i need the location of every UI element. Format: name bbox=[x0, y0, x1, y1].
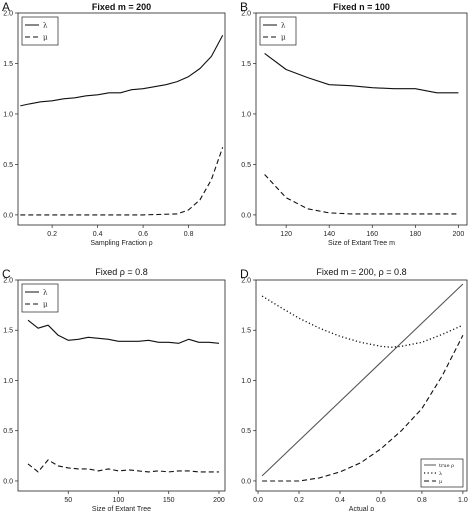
y-tick-label: 0.0 bbox=[241, 212, 251, 219]
series-line-1 bbox=[261, 295, 464, 348]
x-axis-label: Size of Extant Tree m bbox=[328, 240, 395, 247]
x-tick-label: 50 bbox=[64, 497, 72, 504]
y-tick-label: 2.0 bbox=[241, 11, 251, 18]
legend: λμ bbox=[21, 283, 59, 313]
legend: λμ bbox=[259, 16, 297, 46]
legend-label: λ bbox=[439, 471, 443, 477]
y-tick-label: 0.5 bbox=[241, 428, 251, 435]
series-line-2 bbox=[262, 335, 464, 482]
series-line-1 bbox=[20, 147, 224, 216]
x-tick-label: 0.6 bbox=[138, 231, 148, 238]
legend-label: λ bbox=[281, 22, 286, 30]
y-tick-label: 1.5 bbox=[241, 61, 251, 68]
x-tick-label: 160 bbox=[366, 231, 378, 238]
legend: λμ bbox=[21, 16, 59, 46]
legend-label: μ bbox=[281, 34, 286, 42]
y-tick-label: 1.0 bbox=[241, 111, 251, 118]
y-tick-label: 0.5 bbox=[3, 162, 13, 169]
legend-label: μ bbox=[43, 34, 48, 42]
plot-frame bbox=[255, 12, 468, 226]
y-tick-label: 1.5 bbox=[3, 328, 13, 335]
legend-label: true ρ bbox=[439, 463, 454, 469]
legend-box bbox=[21, 283, 59, 313]
x-tick-label: 0.8 bbox=[184, 231, 194, 238]
panel-letter: A bbox=[2, 0, 10, 14]
x-tick-label: 0.0 bbox=[253, 497, 263, 504]
panel-title: Fixed n = 100 bbox=[333, 2, 390, 12]
series-line-0 bbox=[27, 319, 220, 344]
y-tick-label: 1.5 bbox=[3, 61, 13, 68]
x-tick-label: 120 bbox=[280, 231, 292, 238]
y-tick-label: 2.0 bbox=[241, 278, 251, 285]
legend-box bbox=[21, 16, 59, 46]
x-tick-label: 0.6 bbox=[376, 497, 386, 504]
panel-a: A Fixed m = 200 0.0 0.5 1.0 1.5 2.0 0.2 0.4 0.6 0.… bbox=[2, 0, 226, 247]
x-tick-label: 140 bbox=[323, 231, 335, 238]
x-tick-label: 0.4 bbox=[93, 231, 103, 238]
x-axis-label: Sampling Fraction ρ bbox=[90, 240, 152, 247]
panel-letter: C bbox=[2, 267, 11, 281]
x-axis-label: Actual ρ bbox=[349, 506, 374, 511]
x-tick-label: 0.8 bbox=[417, 497, 427, 504]
x-tick-label: 200 bbox=[453, 231, 465, 238]
panel-b: B Fixed n = 100 0.0 0.5 1.0 1.5 2.0 120 140 160 18… bbox=[240, 0, 468, 247]
y-tick-label: 0.5 bbox=[241, 162, 251, 169]
x-tick-label: 180 bbox=[409, 231, 421, 238]
legend-label: μ bbox=[43, 301, 48, 309]
y-tick-label: 1.5 bbox=[241, 328, 251, 335]
y-tick-label: 2.0 bbox=[3, 278, 13, 285]
y-tick-label: 0.0 bbox=[3, 478, 13, 485]
legend-box bbox=[259, 16, 297, 46]
plot-frame bbox=[17, 12, 226, 226]
y-tick-label: 1.0 bbox=[241, 378, 251, 385]
legend-label: λ bbox=[43, 22, 48, 30]
y-tick-label: 2.0 bbox=[3, 11, 13, 18]
x-tick-label: 0.2 bbox=[294, 497, 304, 504]
panel-title: Fixed ρ = 0.8 bbox=[95, 267, 147, 277]
series-line-1 bbox=[264, 174, 459, 215]
y-tick-label: 1.0 bbox=[3, 378, 13, 385]
series-line-0 bbox=[264, 52, 459, 94]
y-tick-label: 0.0 bbox=[241, 478, 251, 485]
plot-frame bbox=[17, 279, 226, 492]
series-line-0 bbox=[261, 283, 464, 477]
panel-d: D Fixed m = 200, ρ = 0.8 0.0 0.5 1.0 1.5 2.0 0.… bbox=[240, 267, 468, 511]
x-tick-label: 200 bbox=[213, 497, 225, 504]
legend-label: μ bbox=[439, 479, 443, 485]
panel-letter: D bbox=[240, 267, 249, 281]
y-tick-label: 0.5 bbox=[3, 428, 13, 435]
series-line-0 bbox=[20, 34, 224, 107]
series-line-1 bbox=[27, 459, 219, 473]
x-tick-label: 0.2 bbox=[47, 231, 57, 238]
panel-letter: B bbox=[240, 0, 248, 14]
legend-label: λ bbox=[43, 289, 48, 297]
x-tick-label: 1.0 bbox=[458, 497, 468, 504]
plot-frame bbox=[255, 279, 468, 492]
legend: true ρ λμ bbox=[420, 458, 464, 488]
y-tick-label: 0.0 bbox=[3, 212, 13, 219]
panel-c: C Fixed ρ = 0.8 0.0 0.5 1.0 1.5 2.0 50 100 150 200… bbox=[2, 267, 226, 511]
panel-title: Fixed m = 200 bbox=[92, 2, 151, 12]
x-axis-label: Size of Extant Tree bbox=[92, 506, 151, 511]
x-tick-label: 150 bbox=[163, 497, 175, 504]
x-tick-label: 100 bbox=[113, 497, 125, 504]
panel-title: Fixed m = 200, ρ = 0.8 bbox=[316, 267, 406, 277]
x-tick-label: 0.4 bbox=[335, 497, 345, 504]
y-tick-label: 1.0 bbox=[3, 111, 13, 118]
